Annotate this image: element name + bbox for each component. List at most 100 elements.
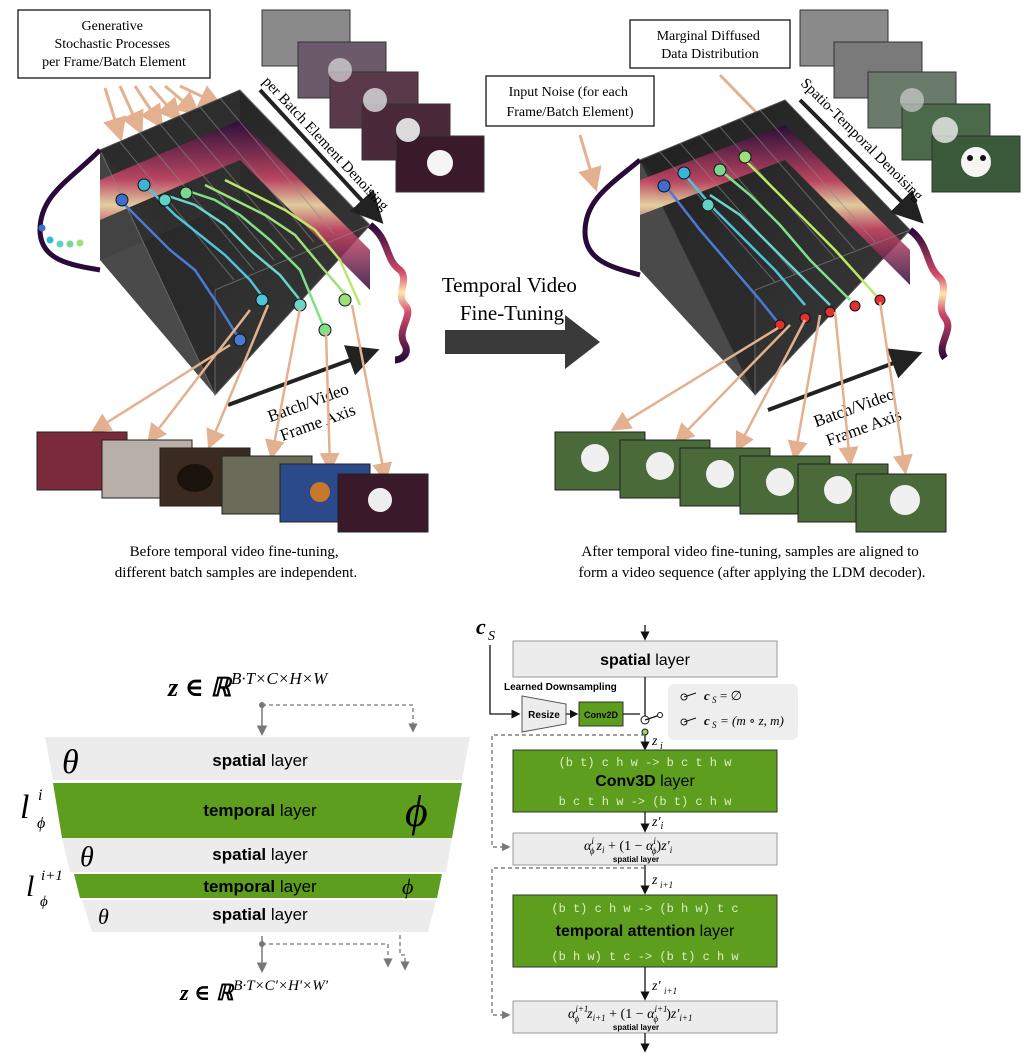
right-noise-image-stack <box>799 9 1021 193</box>
z-i-label: z i <box>651 734 663 752</box>
output-tensor-label: z ∈ ℝB·T×C′×H′×W′ <box>179 978 329 1005</box>
left-distribution-band <box>100 120 370 290</box>
svg-text:S: S <box>712 695 717 705</box>
option-masked: c S = (m ∘ z, m) <box>680 713 784 730</box>
svg-text:i: i <box>660 741 663 752</box>
svg-text:i+1: i+1 <box>41 868 63 884</box>
conv2d-block <box>578 701 624 727</box>
fine-tuning-transition: Temporal Video Fine-Tuning <box>442 273 600 369</box>
left-trajectory-points <box>115 178 352 347</box>
temporal-attention-label: temporal attention layer <box>556 923 735 940</box>
right-sample-arrows <box>610 301 913 475</box>
right-output-distribution <box>907 227 952 361</box>
layer-label-1: spatial layer <box>212 751 308 770</box>
condition-options-box <box>668 684 798 740</box>
input-noise-callout <box>485 75 655 127</box>
svg-text:ϕ: ϕ <box>40 894 48 910</box>
right-distribution-band <box>640 125 910 285</box>
left-output-distribution <box>367 222 412 364</box>
z-prime-i-label: z′i <box>651 815 664 832</box>
top-spatial-layer <box>512 640 778 678</box>
left-trajectories <box>119 178 362 341</box>
input-tensor-label: z ∈ ℝB·T×C×H×W <box>167 669 329 702</box>
theta-symbol-3: θ <box>98 904 109 929</box>
left-frame-axis-arrow <box>227 345 380 407</box>
right-box-side <box>640 160 755 395</box>
output-skip-dashed-2 <box>399 935 410 971</box>
resize-block <box>521 695 567 733</box>
svg-text:c: c <box>704 688 710 703</box>
phi-symbol-2: ϕ <box>402 874 413 899</box>
fine-tuning-arrow <box>445 315 600 369</box>
right-input-distribution-curve <box>582 158 642 278</box>
layer-label-3: spatial layer <box>212 845 308 864</box>
theta-symbol-1: θ <box>62 744 79 781</box>
marginal-distribution-text: Marginal Diffused Data Distribution <box>657 29 764 62</box>
svg-text:l: l <box>26 870 34 903</box>
mix-block-2 <box>512 1000 778 1034</box>
right-trajectories <box>664 159 881 326</box>
layer-spatial-3 <box>82 900 436 932</box>
left-box-grid <box>99 89 371 396</box>
z-i1-label: z i+1 <box>651 873 673 890</box>
svg-text:z: z <box>651 734 658 749</box>
cs-conditioning-label: c S <box>476 614 495 644</box>
right-denoise-arrow <box>798 98 924 224</box>
layer-stack-diagram: z ∈ ℝB·T×C×H×W spatial layer temporal la… <box>20 669 470 1005</box>
z-prime-i1-label: z′ i+1 <box>651 979 677 996</box>
top-spatial-layer-label: spatial layer <box>600 652 690 669</box>
left-noise-image-stack <box>261 9 485 193</box>
learned-downsampling-label: Learned Downsampling <box>504 682 617 693</box>
layer-label-4: temporal layer <box>203 877 317 896</box>
layer-temporal-2 <box>74 874 442 898</box>
svg-text:= ∅: = ∅ <box>720 688 742 703</box>
output-skip-dashed-1 <box>262 943 393 968</box>
layer-spatial-2 <box>62 838 452 872</box>
resize-label: Resize <box>528 710 560 721</box>
conv3d-rearrange-in: (b t) c h w -> b c t h w <box>559 756 733 770</box>
layer-label-5: spatial layer <box>212 905 308 924</box>
fine-tuning-label: Temporal Video Fine-Tuning <box>442 273 582 325</box>
svg-text:c: c <box>704 713 710 728</box>
left-diffusion-panel: Generative Stochastic Processes per Fram… <box>17 9 485 581</box>
mix-block-1 <box>512 832 778 866</box>
svg-text:i+1: i+1 <box>664 986 677 996</box>
left-denoise-arrow <box>258 88 384 224</box>
layer-spatial-1 <box>45 737 470 780</box>
stochastic-process-text: Generative Stochastic Processes per Fram… <box>42 19 186 70</box>
svg-text:z: z <box>651 873 658 888</box>
svg-text:= (m ∘ z, m): = (m ∘ z, m) <box>720 713 784 728</box>
stochastic-process-callout <box>17 9 211 79</box>
temporal-block-detail: c S spatial layer Learned Downsampling R… <box>476 614 798 1053</box>
input-skip-dashed <box>262 704 418 733</box>
svg-text:S: S <box>488 629 495 644</box>
layer-temporal-1 <box>53 783 462 838</box>
svg-text:i: i <box>38 787 42 804</box>
input-noise-arrow <box>578 134 602 192</box>
svg-text:ϕ: ϕ <box>37 815 45 832</box>
mix-formula-1: αi ϕ zi + (1 − αi ϕ)z′i <box>584 836 673 856</box>
svg-text:l: l <box>20 789 29 826</box>
input-noise-text: Input Noise (for each Frame/Batch Elemen… <box>506 85 633 120</box>
left-caption: Before temporal video fine-tuning, diffe… <box>115 544 358 581</box>
skip-dashed-1 <box>491 734 645 852</box>
temporal-attention-layer <box>512 894 778 968</box>
callout-arrows <box>103 84 224 142</box>
conv3d-rearrange-out: b c t h w -> (b t) c h w <box>559 795 733 809</box>
conv3d-layer-label: Conv3D layer <box>595 773 695 790</box>
l-phi-i1-label: l i+1 ϕ <box>26 868 63 910</box>
left-sample-images <box>36 431 429 533</box>
marginal-distribution-callout <box>629 19 791 69</box>
l-phi-i-label: l i ϕ <box>20 787 45 832</box>
attention-rearrange-out: (b h w) t c -> (b t) c h w <box>551 950 739 964</box>
svg-text:i+1: i+1 <box>660 880 673 890</box>
left-input-dots <box>38 224 84 248</box>
phi-symbol-1: ϕ <box>405 787 428 836</box>
svg-text:z′: z′ <box>651 979 661 994</box>
attention-rearrange-in: (b t) c h w -> (b h w) t c <box>551 902 738 916</box>
mix-formula-2: αi+1 ϕ zi+1 + (1 − αi+1 ϕ)z′i+1 <box>568 1004 692 1024</box>
skip-dashed-2 <box>491 867 645 1020</box>
conv2d-label: Conv2D <box>584 710 619 720</box>
mix-block-1-caption: spatial layer <box>613 855 659 864</box>
